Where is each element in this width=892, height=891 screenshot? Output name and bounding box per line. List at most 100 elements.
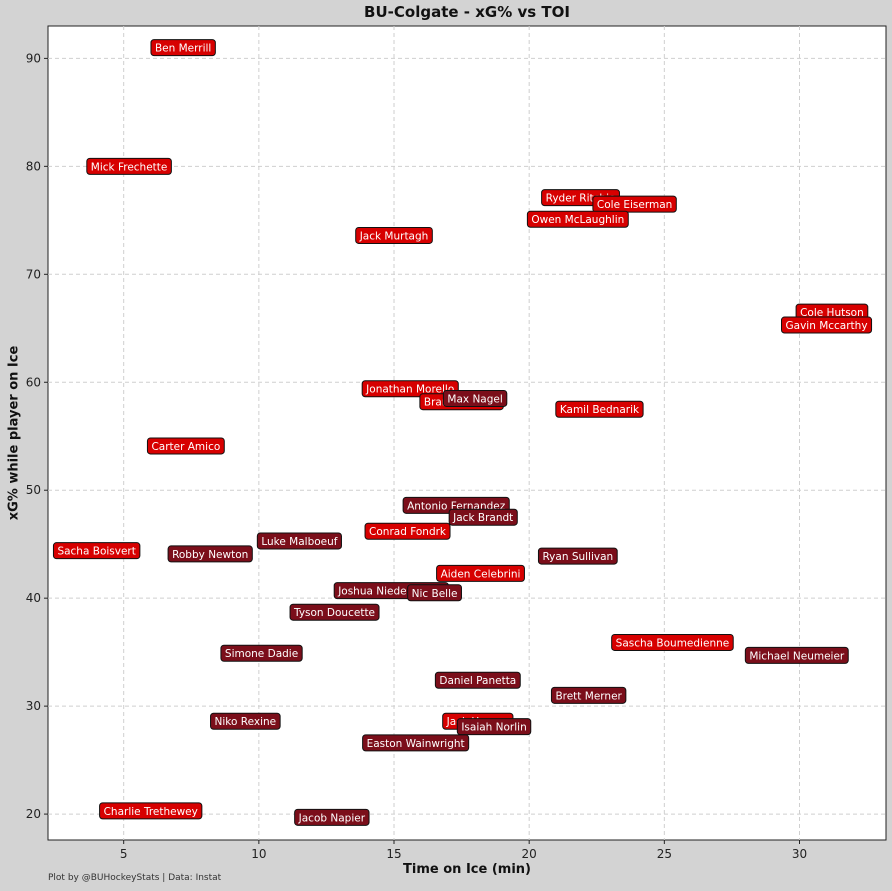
- player-point: Conrad Fondrk: [364, 522, 451, 540]
- x-tick-label: 30: [792, 847, 807, 861]
- player-label-box: [294, 808, 370, 826]
- player-point: Max Nagel: [442, 389, 508, 407]
- player-label-box: [456, 718, 532, 736]
- player-point: Cole Eiserman: [592, 195, 677, 213]
- player-label: Charlie Trethewey: [104, 806, 198, 818]
- player-point: Isaiah Norlin: [456, 718, 532, 736]
- player-point: Carter Amico: [146, 437, 225, 455]
- y-tick-label: 50: [26, 483, 41, 497]
- player-label: Conrad Fondrk: [369, 526, 447, 538]
- player-label: Sacha Boisvert: [57, 546, 135, 558]
- player-label: Jack Brandt: [452, 512, 513, 524]
- player-label-box: [781, 316, 873, 334]
- player-label-box: [52, 542, 141, 560]
- x-tick-label: 5: [120, 847, 128, 861]
- player-label-box: [150, 39, 216, 57]
- player-label-box: [526, 210, 629, 228]
- player-label: Luke Malboeuf: [261, 536, 337, 548]
- player-label-box: [407, 584, 462, 602]
- player-label: Gavin Mccarthy: [786, 320, 868, 332]
- player-label-box: [355, 226, 433, 244]
- player-point: Kamil Bednarik: [555, 400, 644, 418]
- player-label-box: [220, 644, 303, 662]
- player-point: Michael Neumeier: [744, 646, 849, 664]
- plot-area: [47, 25, 887, 841]
- player-point: Owen McLaughlin: [526, 210, 629, 228]
- player-label: Mick Frechette: [91, 161, 168, 173]
- player-label-box: [550, 686, 627, 704]
- player-label: Michael Neumeier: [749, 650, 845, 662]
- player-label: Tyson Doucette: [293, 607, 375, 619]
- player-label: Brett Merner: [555, 690, 622, 702]
- player-label: Robby Newton: [172, 549, 248, 561]
- player-point: Ryan Sullivan: [537, 547, 618, 565]
- player-label: Nic Belle: [412, 588, 458, 600]
- player-label: Aiden Celebrini: [441, 568, 521, 580]
- player-label: Owen McLaughlin: [531, 214, 624, 226]
- player-point: Brett Merner: [550, 686, 627, 704]
- player-label-box: [537, 547, 618, 565]
- player-label-box: [555, 400, 644, 418]
- player-label-box: [442, 389, 508, 407]
- player-label: Cole Eiserman: [597, 199, 672, 211]
- y-tick-label: 90: [26, 51, 41, 65]
- y-axis-label: xG% while player on Ice: [6, 345, 22, 521]
- player-label: Ben Merrill: [155, 43, 211, 55]
- player-label: Simone Dadie: [225, 648, 298, 660]
- player-point: Simone Dadie: [220, 644, 303, 662]
- y-tick-label: 80: [26, 159, 41, 173]
- player-label-box: [86, 157, 172, 175]
- player-label-box: [362, 734, 470, 752]
- player-label: Jack Murtagh: [359, 230, 429, 242]
- player-label-box: [744, 646, 849, 664]
- player-point: Luke Malboeuf: [256, 532, 342, 550]
- chart-title: BU-Colgate - xG% vs TOI: [364, 3, 570, 21]
- player-point: Sacha Boisvert: [52, 542, 141, 560]
- player-point: Charlie Trethewey: [99, 802, 203, 820]
- player-point: Niko Rexine: [210, 712, 281, 730]
- y-tick-label: 60: [26, 375, 41, 389]
- player-label: Cole Hutson: [800, 307, 864, 319]
- player-label: Daniel Panetta: [439, 675, 516, 687]
- player-point: Ben Merrill: [150, 39, 216, 57]
- y-tick-label: 70: [26, 267, 41, 281]
- player-label: Jonathan Morello: [365, 384, 454, 396]
- x-tick-label: 25: [657, 847, 672, 861]
- player-point: Jack Murtagh: [355, 226, 433, 244]
- player-label: Niko Rexine: [215, 716, 277, 728]
- y-tick-label: 40: [26, 591, 41, 605]
- player-point: Jonathan Morello: [361, 380, 459, 398]
- player-point: Nic Belle: [407, 584, 462, 602]
- player-label: Isaiah Norlin: [461, 722, 526, 734]
- player-label: Ryan Sullivan: [542, 551, 613, 563]
- y-tick-label: 30: [26, 699, 41, 713]
- player-label: Sascha Boumedienne: [616, 637, 730, 649]
- player-label-box: [434, 671, 521, 689]
- player-point: Daniel Panetta: [434, 671, 521, 689]
- player-label: Carter Amico: [151, 441, 220, 453]
- player-label-box: [364, 522, 451, 540]
- player-point: Jack Brandt: [448, 508, 518, 526]
- player-label-box: [611, 633, 734, 651]
- player-point: Sascha Boumedienne: [611, 633, 734, 651]
- player-label-box: [210, 712, 281, 730]
- player-label-box: [256, 532, 342, 550]
- player-label-box: [448, 508, 518, 526]
- player-point: Easton Wainwright: [362, 734, 470, 752]
- player-label: Max Nagel: [447, 393, 502, 405]
- x-tick-label: 20: [522, 847, 537, 861]
- player-label: Easton Wainwright: [367, 738, 465, 750]
- player-label-box: [99, 802, 203, 820]
- player-label-box: [436, 564, 525, 582]
- player-label: Jacob Napier: [298, 812, 366, 824]
- y-tick-label: 20: [26, 807, 41, 821]
- footer-credit: Plot by @BUHockeyStats | Data: Instat: [48, 873, 222, 883]
- player-point: Tyson Doucette: [289, 603, 380, 621]
- player-label-box: [592, 195, 677, 213]
- player-point: Aiden Celebrini: [436, 564, 525, 582]
- player-label-box: [361, 380, 459, 398]
- player-point: Robby Newton: [167, 545, 253, 563]
- x-tick-label: 15: [386, 847, 401, 861]
- player-point: Gavin Mccarthy: [781, 316, 873, 334]
